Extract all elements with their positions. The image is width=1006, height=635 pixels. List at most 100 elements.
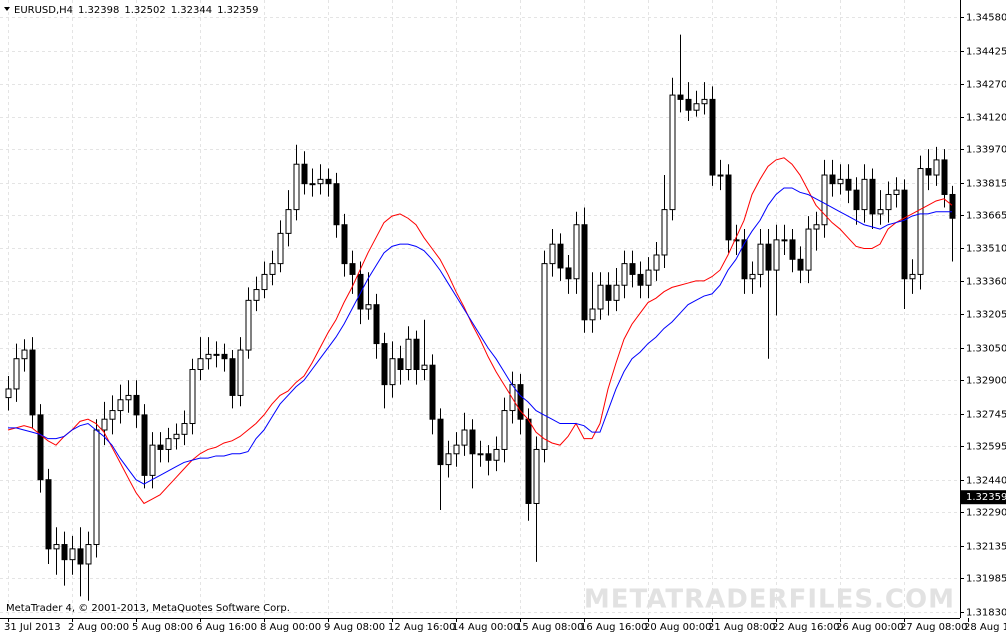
candle-body: [301, 163, 308, 185]
candle-body: [597, 284, 604, 310]
x-tick-label: 14 Aug 00:00: [452, 622, 519, 633]
candle-body: [709, 98, 716, 176]
y-tick-label: 1.33665: [966, 211, 1006, 222]
y-tick-label: 1.34425: [966, 47, 1006, 58]
candle-body: [429, 364, 436, 420]
candle-body: [901, 189, 908, 280]
candle-body: [189, 369, 196, 425]
candle-body: [781, 239, 788, 242]
candle-body: [149, 444, 156, 476]
x-tick-label: 21 Aug 08:00: [708, 622, 775, 633]
y-tick-label: 1.34580: [966, 13, 1006, 24]
candle-body: [541, 263, 548, 450]
candle-body: [285, 209, 292, 234]
candle-body: [613, 284, 620, 301]
candle-body: [733, 239, 740, 242]
x-tick-label: 8 Aug 00:00: [260, 622, 321, 633]
candle-body: [237, 349, 244, 396]
candle-body: [469, 429, 476, 455]
candle-body: [269, 263, 276, 275]
candle-body: [813, 224, 820, 230]
candle-body: [277, 232, 284, 265]
candle-body: [61, 544, 68, 561]
candle-body: [85, 544, 92, 565]
axes-layer: 1.34580 1.34425 1.34270 1.34120 1.33970 1.338…: [4, 13, 1006, 633]
candle-body: [437, 418, 444, 466]
candle-body: [213, 353, 220, 356]
current-price-label: 1.32359: [966, 492, 1006, 503]
x-tick-label: 20 Aug 00:00: [644, 622, 711, 633]
candle-body: [741, 239, 748, 280]
x-tick-label: 26 Aug 00:00: [836, 622, 903, 633]
candle-body: [645, 269, 652, 286]
candle-body: [69, 548, 76, 561]
y-tick-label: 1.32440: [966, 476, 1006, 487]
candle-body: [501, 410, 508, 450]
candle-body: [405, 338, 412, 371]
y-tick-label: 1.34120: [966, 113, 1006, 124]
moving-average-line: [8, 187, 952, 485]
candle-body: [325, 178, 332, 185]
candle-body: [181, 423, 188, 435]
candle-body: [413, 338, 420, 371]
y-tick-label: 1.34270: [966, 80, 1006, 91]
candle-body: [93, 429, 100, 546]
candle-body: [573, 224, 580, 280]
y-tick-label: 1.33510: [966, 244, 1006, 255]
menu-arrow[interactable]: [4, 7, 10, 11]
candle-body: [885, 193, 892, 211]
candle-body: [221, 353, 228, 360]
x-tick-label: 9 Aug 08:00: [324, 622, 385, 633]
x-tick-label: 15 Aug 08:00: [516, 622, 583, 633]
header-value: 1.32359: [217, 5, 258, 16]
x-tick-label: 2 Aug 00:00: [68, 622, 129, 633]
candle-body: [157, 444, 164, 450]
header-value: 1.32502: [124, 5, 165, 16]
candle-body: [829, 174, 836, 185]
candle-body: [765, 243, 772, 271]
candle-body: [861, 178, 868, 211]
candle-body: [109, 410, 116, 420]
candle-body: [749, 273, 756, 280]
y-tick-label: 1.32595: [966, 442, 1006, 453]
x-tick-label: 22 Aug 16:00: [772, 622, 839, 633]
candle-body: [101, 418, 108, 431]
candle-body: [693, 103, 700, 111]
candle-body: [333, 183, 340, 226]
copyright: MetaTrader 4, © 2001-2013, MetaQuotes So…: [6, 603, 290, 614]
candle-body: [493, 448, 500, 461]
candle-body: [397, 358, 404, 371]
candle-body: [917, 168, 924, 275]
candle-body: [165, 438, 172, 450]
candle-body: [37, 414, 44, 481]
candle-body: [389, 358, 396, 386]
candle-body: [349, 263, 356, 275]
candle-body: [77, 548, 84, 565]
y-tick-label: 1.31985: [966, 574, 1006, 585]
candle-body: [789, 239, 796, 260]
candle-body: [757, 243, 764, 275]
candle-body: [21, 349, 28, 360]
candle-body: [549, 243, 556, 265]
candle-body: [461, 429, 468, 446]
candle-body: [677, 94, 684, 100]
candle-body: [245, 299, 252, 351]
candle-body: [229, 358, 236, 396]
candle-body: [621, 263, 628, 286]
y-tick-label: 1.32900: [966, 376, 1006, 387]
x-tick-label: 16 Aug 16:00: [580, 622, 647, 633]
y-tick-label: 1.33815: [966, 179, 1006, 190]
candle-body: [837, 178, 844, 185]
candle-body: [893, 189, 900, 195]
candle-body: [445, 453, 452, 466]
moving-average-line: [7, 157, 953, 505]
candle-body: [565, 267, 572, 280]
candle-body: [605, 284, 612, 301]
candle-body: [925, 168, 932, 176]
candle-body: [141, 414, 148, 476]
candle-body: [637, 273, 644, 286]
candle-body: [773, 239, 780, 271]
candle-body: [629, 263, 636, 275]
